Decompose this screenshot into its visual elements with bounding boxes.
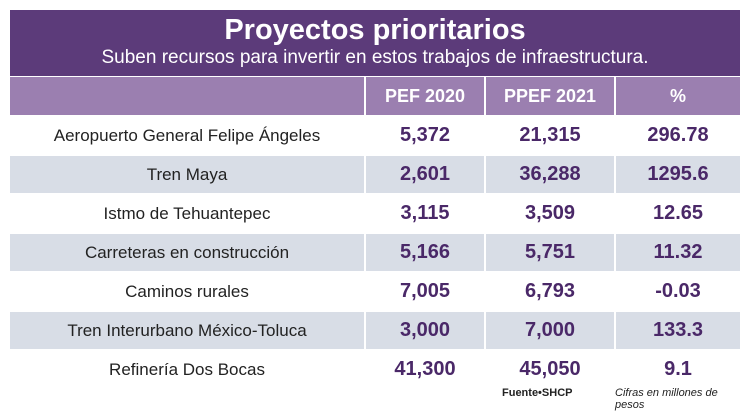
value-cell: 133.3 [614, 310, 740, 350]
header-cell [10, 77, 365, 116]
row: Tren Maya 2,601 36,288 1295.6 [10, 154, 740, 194]
source: Fuente•SHCP [502, 387, 573, 399]
header-row: PEF 2020 PPEF 2021% [10, 77, 740, 116]
project-name: Refinería Dos Bocas [10, 349, 365, 388]
project-name: Tren Interurbano México-Toluca [10, 310, 365, 350]
value-cell: 11.32 [614, 232, 740, 272]
value-cell: 41,300 [364, 349, 485, 388]
value-cell: 36,288 [484, 154, 615, 194]
value-cell: 45,050 [484, 349, 615, 388]
value-cell: 7,005 [364, 271, 485, 311]
subtitle: Suben recursos para invertir en estos tr… [101, 47, 649, 68]
project-name: Istmo de Tehuantepec [10, 193, 365, 233]
value-cell: 2,601 [364, 154, 485, 194]
row: Tren Interurbano México-Toluca 3,000 7,000… [10, 310, 740, 350]
value-cell: 5,166 [364, 232, 485, 272]
value-cell: -0.03 [614, 271, 740, 311]
header: Proyectos prioritarios Suben recursos pa… [10, 10, 740, 76]
note: Cifras en millones de pesos [615, 387, 718, 411]
value-cell: 6,793 [484, 271, 615, 311]
row: Carreteras en construcción 5,166 5,751 11.3… [10, 232, 740, 272]
title: Proyectos prioritarios [224, 14, 526, 46]
project-name: Caminos rurales [10, 271, 365, 311]
value-cell: 3,115 [364, 193, 485, 233]
project-name: Tren Maya [10, 154, 365, 194]
value-cell: 296.78 [614, 115, 740, 155]
value-cell: 21,315 [484, 115, 615, 155]
column-header: PEF 2020 [364, 77, 485, 116]
value-cell: 3,000 [364, 310, 485, 350]
project-name: Carreteras en construcción [10, 232, 365, 272]
row: Aeropuerto General Felipe Ángeles 5,372 21… [10, 115, 740, 155]
column-header: PPEF 2021 [484, 77, 615, 116]
table: PEF 2020 PPEF 2021% Aeropuerto General Fel… [10, 77, 740, 388]
value-cell: 7,000 [484, 310, 615, 350]
value-cell: 3,509 [484, 193, 615, 233]
value-cell: 5,372 [364, 115, 485, 155]
column-header: % [614, 77, 740, 116]
project-name: Aeropuerto General Felipe Ángeles [10, 115, 365, 155]
value-cell: 12.65 [614, 193, 740, 233]
value-cell: 5,751 [484, 232, 615, 272]
row: Refinería Dos Bocas 41,300 45,050 9.1 [10, 349, 740, 388]
row: Caminos rurales 7,005 6,793 -0.03 [10, 271, 740, 311]
value-cell: 1295.6 [614, 154, 740, 194]
row: Istmo de Tehuantepec 3,115 3,509 12.65 [10, 193, 740, 233]
value-cell: 9.1 [614, 349, 740, 388]
